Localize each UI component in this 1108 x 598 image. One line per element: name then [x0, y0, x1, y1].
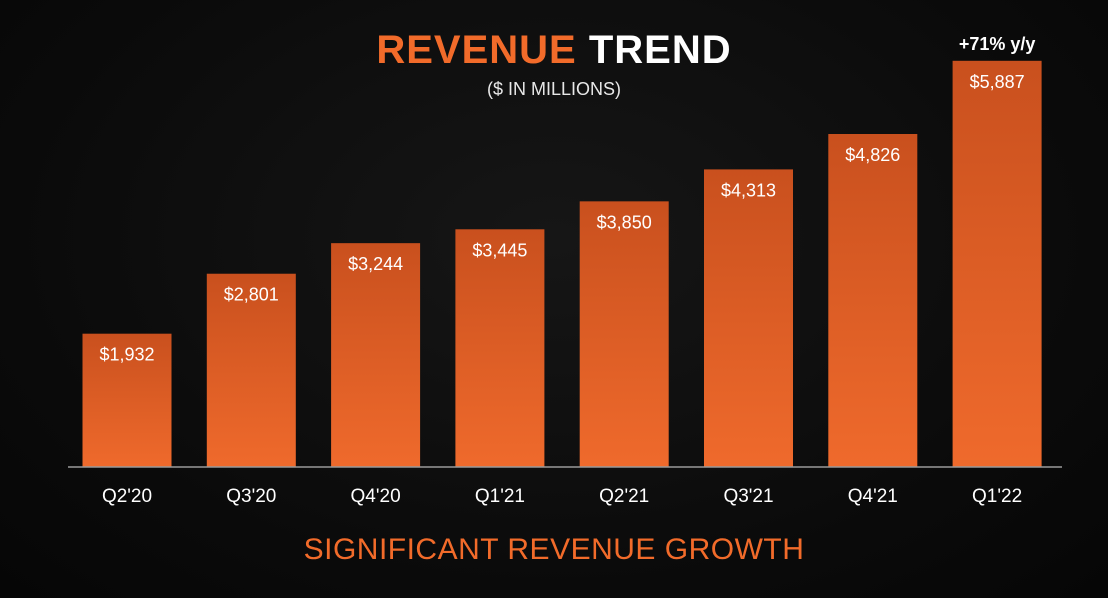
chart-title: REVENUE TREND: [0, 28, 1108, 73]
data-label: $2,801: [224, 285, 279, 305]
x-tick-label: Q2'20: [102, 486, 152, 507]
data-label: $3,445: [472, 240, 527, 260]
x-tick-label: Q1'21: [475, 486, 525, 507]
x-tick-label: Q1'22: [972, 486, 1022, 507]
data-label: $1,932: [99, 345, 154, 365]
data-label: $3,244: [348, 254, 403, 274]
x-tick-label: Q4'21: [848, 486, 898, 507]
footer-tagline: SIGNIFICANT REVENUE GROWTH: [303, 533, 805, 566]
bar: [579, 201, 669, 467]
x-tick-label: Q3'20: [226, 486, 276, 507]
bar: [331, 243, 421, 467]
data-label: $4,313: [721, 180, 776, 200]
title-word-revenue: REVENUE: [376, 28, 577, 72]
data-label: $5,887: [970, 72, 1025, 92]
x-tick-label: Q2'21: [599, 486, 649, 507]
chart-subtitle: ($ IN MILLIONS): [486, 79, 622, 99]
bars-group: [82, 60, 1042, 468]
bar: [828, 134, 918, 468]
bar: [952, 60, 1042, 468]
data-label: $3,850: [597, 212, 652, 232]
title-word-trend: TREND: [588, 28, 732, 72]
x-tick-label: Q3'21: [723, 486, 773, 507]
bar: [82, 333, 172, 467]
x-tick-label: Q4'20: [351, 486, 401, 507]
labels-group: $1,932 Q2'20 $2,801 Q3'20 $3,244 Q4'20 $3,445 Q…: [99, 34, 1035, 507]
bar: [455, 229, 545, 467]
data-label: $4,826: [845, 145, 900, 165]
yoy-annotation: +71% y/y: [959, 34, 1036, 54]
bar: [704, 169, 793, 467]
bar: [206, 273, 296, 467]
